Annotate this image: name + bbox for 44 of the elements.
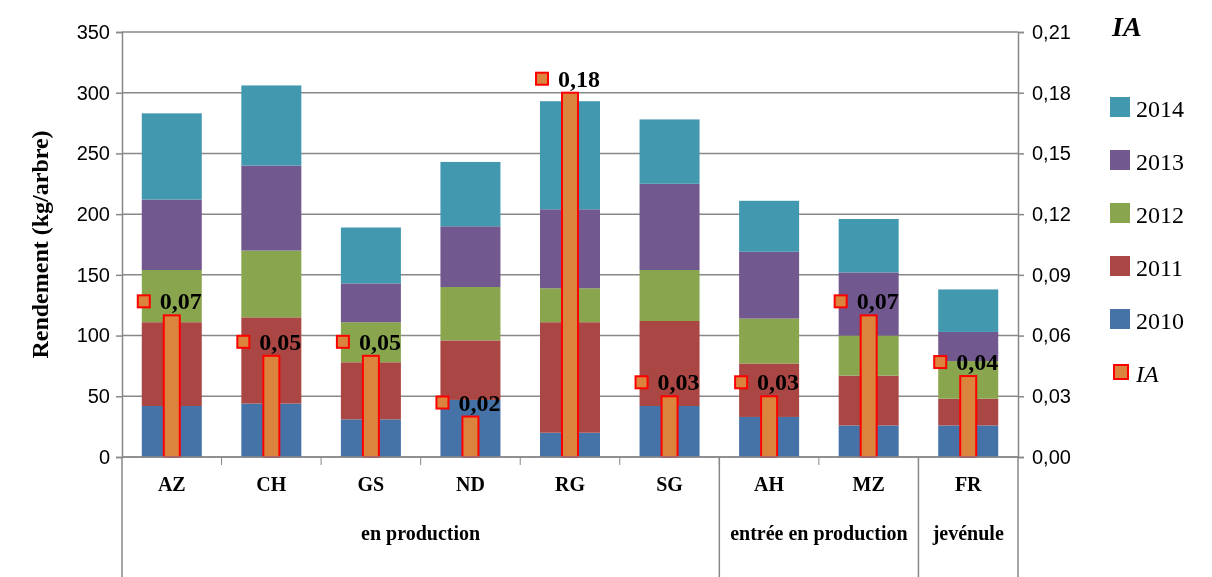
text: en production xyxy=(361,522,481,545)
y2-tick-label: 0,12 xyxy=(1032,203,1071,226)
x-tick-label: SG xyxy=(656,473,684,495)
x-tick-label: CH xyxy=(256,473,287,495)
x-tick-label: AZ xyxy=(157,473,186,495)
x-tick-label: GS xyxy=(357,473,385,495)
legend-label: 2011 xyxy=(1136,255,1184,281)
y-tick-label: 50 xyxy=(87,385,110,408)
y2-tick-label: 0,15 xyxy=(1032,142,1071,165)
text: entrée en production xyxy=(730,522,908,545)
x-tick-label: RG xyxy=(555,473,586,495)
y2-tick-label: 0,21 xyxy=(1032,20,1071,43)
y-axis-title: Rendement (kg/arbre) xyxy=(27,130,53,359)
data-label: 0,05 xyxy=(259,328,302,355)
legend-label: 2010 xyxy=(1136,308,1184,334)
x-tick-label: MZ xyxy=(852,473,885,495)
data-label: 0,03 xyxy=(757,369,800,396)
data-label: 0,03 xyxy=(657,369,700,396)
y2-tick-label: 0,18 xyxy=(1032,81,1071,104)
y2-tick-label: 0,03 xyxy=(1032,385,1071,408)
legend-label: 2013 xyxy=(1136,149,1184,175)
data-label: 0,18 xyxy=(558,65,600,92)
y-tick-label: 100 xyxy=(76,324,110,347)
y-tick-label: 150 xyxy=(76,263,110,286)
y2-tick-label: 0,09 xyxy=(1032,263,1071,286)
y-tick-label: 300 xyxy=(76,81,110,104)
legend-label: IA xyxy=(1135,361,1159,387)
data-label: 0,05 xyxy=(358,328,401,355)
x-tick-label: AH xyxy=(754,473,785,495)
y2-axis-title: IA xyxy=(1111,11,1142,42)
y-tick-label: 200 xyxy=(76,203,110,226)
y2-tick-label: 0,00 xyxy=(1032,445,1071,468)
y-tick-label: 350 xyxy=(76,20,110,43)
text: jevénule xyxy=(931,522,1004,545)
data-label: 0,07 xyxy=(159,288,202,315)
legend-label: 2014 xyxy=(1136,96,1184,122)
y-tick-label: 0 xyxy=(98,445,110,468)
y-tick-label: 250 xyxy=(76,142,110,165)
data-label: 0,04 xyxy=(956,349,999,376)
x-tick-label: FR xyxy=(954,473,983,495)
x-tick-label: ND xyxy=(456,473,485,495)
data-label: 0,07 xyxy=(856,288,899,315)
legend-label: 2012 xyxy=(1136,202,1184,228)
y2-tick-label: 0,06 xyxy=(1032,324,1071,347)
